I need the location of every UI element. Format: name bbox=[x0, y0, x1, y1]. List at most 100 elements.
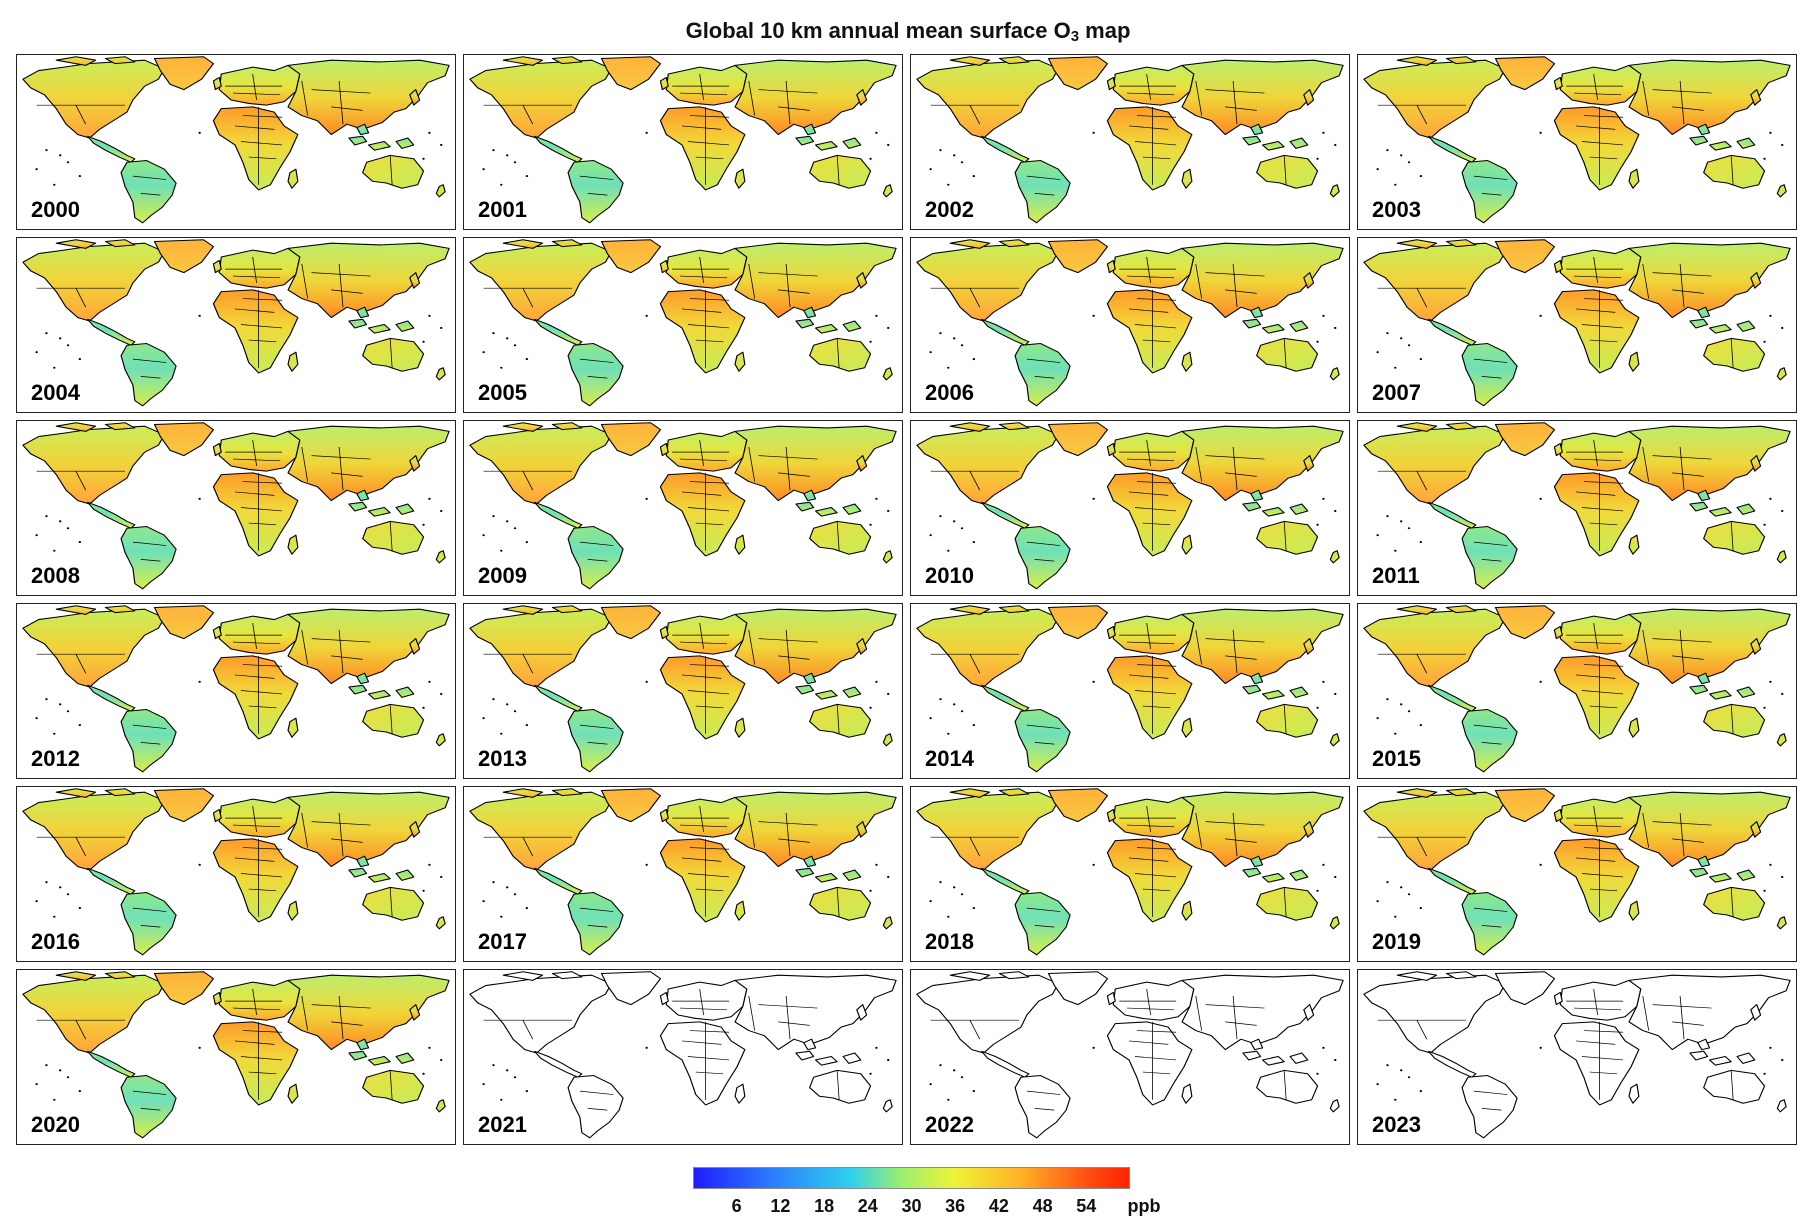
island-dot bbox=[500, 916, 502, 918]
landmass-ca bbox=[1429, 868, 1476, 894]
landmass-nz bbox=[1330, 1100, 1339, 1112]
island-dot bbox=[887, 1059, 889, 1061]
island-dot bbox=[947, 184, 949, 186]
island-dot bbox=[526, 1090, 528, 1092]
island-dot bbox=[1781, 327, 1783, 329]
island-dot bbox=[428, 315, 430, 317]
island-dot bbox=[1316, 158, 1318, 160]
landmass-eu bbox=[666, 431, 747, 471]
landmass-as bbox=[288, 609, 449, 683]
colorbar bbox=[693, 1167, 1130, 1189]
landmass-nz bbox=[1330, 734, 1339, 746]
world-map bbox=[1358, 787, 1795, 960]
island-dot bbox=[514, 893, 516, 895]
colorbar-tick-label: 48 bbox=[1033, 1196, 1053, 1217]
landmass-gl bbox=[601, 789, 660, 822]
landmass-ca bbox=[1429, 319, 1476, 345]
map-panel-2023: 2023 bbox=[1357, 969, 1797, 1145]
landmass-mg bbox=[1629, 718, 1639, 737]
map-panel-2007: 2007 bbox=[1357, 237, 1797, 413]
island-dot bbox=[929, 900, 931, 902]
island-dot bbox=[1092, 864, 1094, 866]
landmass-idn bbox=[1690, 124, 1755, 150]
landmass-ca bbox=[535, 136, 582, 162]
colorbar-unit: ppb bbox=[1128, 1196, 1161, 1217]
landmass-au bbox=[1257, 704, 1318, 737]
landmass-ca bbox=[982, 502, 1029, 528]
island-dot bbox=[1539, 315, 1541, 317]
island-dot bbox=[422, 1073, 424, 1075]
island-dot bbox=[198, 864, 200, 866]
island-dot bbox=[1420, 907, 1422, 909]
island-dot bbox=[482, 717, 484, 719]
map-panel-2008: 2008 bbox=[16, 420, 456, 596]
landmass-sa bbox=[568, 527, 623, 589]
island-dot bbox=[35, 717, 37, 719]
island-dot bbox=[59, 520, 61, 522]
landmass-au bbox=[810, 1070, 871, 1103]
island-dot bbox=[1322, 681, 1324, 683]
landmass-idn bbox=[1690, 1039, 1755, 1065]
landmass-idn bbox=[796, 307, 861, 333]
landmass-sa bbox=[1462, 527, 1517, 589]
island-dot bbox=[1316, 890, 1318, 892]
island-dot bbox=[45, 515, 47, 517]
landmass-af bbox=[660, 473, 744, 556]
landmass-gl bbox=[1048, 972, 1107, 1005]
landmass-na bbox=[1364, 609, 1505, 687]
landmass-mg bbox=[1629, 535, 1639, 554]
landmass-gl bbox=[154, 240, 213, 273]
landmass-nz bbox=[436, 551, 445, 563]
island-dot bbox=[1334, 327, 1336, 329]
island-dot bbox=[1376, 168, 1378, 170]
island-dot bbox=[875, 864, 877, 866]
colorbar-tick-label: 12 bbox=[770, 1196, 790, 1217]
island-dot bbox=[1763, 1073, 1765, 1075]
island-dot bbox=[939, 515, 941, 517]
island-dot bbox=[645, 132, 647, 134]
island-dot bbox=[1322, 1047, 1324, 1049]
island-dot bbox=[645, 315, 647, 317]
island-dot bbox=[939, 149, 941, 151]
island-dot bbox=[482, 168, 484, 170]
landmass-nz bbox=[1777, 551, 1786, 563]
island-dot bbox=[1763, 158, 1765, 160]
island-dot bbox=[939, 881, 941, 883]
landmass-mg bbox=[1629, 169, 1639, 188]
colorbar-tick-label: 30 bbox=[901, 1196, 921, 1217]
island-dot bbox=[440, 876, 442, 878]
map-panel-2022: 2022 bbox=[910, 969, 1350, 1145]
world-map bbox=[464, 421, 901, 594]
island-dot bbox=[45, 332, 47, 334]
island-dot bbox=[1539, 1047, 1541, 1049]
island-dot bbox=[1781, 510, 1783, 512]
landmass-gl bbox=[1495, 240, 1554, 273]
island-dot bbox=[428, 132, 430, 134]
figure-title: Global 10 km annual mean surface O3 map bbox=[0, 18, 1816, 45]
year-label: 2014 bbox=[925, 746, 974, 772]
island-dot bbox=[67, 527, 69, 529]
landmass-sa bbox=[121, 344, 176, 406]
landmass-gl bbox=[601, 606, 660, 639]
landmass-au bbox=[1704, 155, 1765, 188]
landmass-mg bbox=[1182, 1084, 1192, 1103]
landmass-idn bbox=[1690, 856, 1755, 882]
landmass-au bbox=[810, 521, 871, 554]
island-dot bbox=[79, 724, 81, 726]
island-dot bbox=[422, 707, 424, 709]
landmass-au bbox=[1704, 1070, 1765, 1103]
island-dot bbox=[961, 344, 963, 346]
island-dot bbox=[67, 344, 69, 346]
island-dot bbox=[1400, 703, 1402, 705]
landmass-idn bbox=[349, 673, 414, 699]
island-dot bbox=[198, 1047, 200, 1049]
landmass-af bbox=[660, 107, 744, 190]
colorbar-tick-label: 18 bbox=[814, 1196, 834, 1217]
island-dot bbox=[67, 1076, 69, 1078]
landmass-idn bbox=[796, 490, 861, 516]
world-map bbox=[911, 604, 1348, 777]
island-dot bbox=[1316, 341, 1318, 343]
island-dot bbox=[1316, 707, 1318, 709]
island-dot bbox=[500, 184, 502, 186]
island-dot bbox=[514, 161, 516, 163]
